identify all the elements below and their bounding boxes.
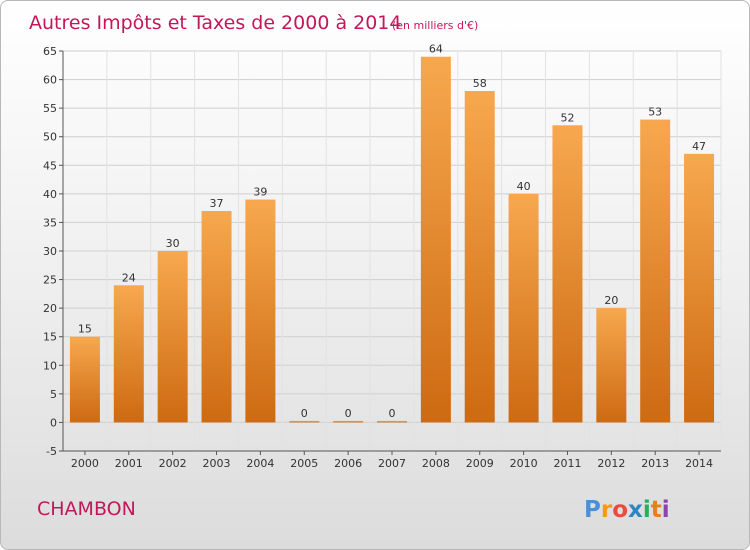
bar-2012	[596, 308, 627, 423]
data-label-2010: 40	[517, 180, 531, 193]
logo-letter: o	[612, 497, 628, 523]
y-tick-label: 25	[43, 274, 57, 287]
x-tick-label-2001: 2001	[115, 457, 143, 470]
bar-2006	[333, 420, 364, 423]
x-tick-label-2007: 2007	[378, 457, 406, 470]
x-tick-label-2010: 2010	[510, 457, 538, 470]
y-tick-label: 10	[43, 359, 57, 372]
bar-2003	[201, 211, 232, 423]
data-label-2004: 39	[253, 186, 267, 199]
y-tick-label: 55	[43, 102, 57, 115]
x-tick-label-2005: 2005	[290, 457, 318, 470]
x-tick-label-2009: 2009	[466, 457, 494, 470]
data-label-2003: 37	[210, 197, 224, 210]
y-tick-label: 30	[43, 245, 57, 258]
bar-2007	[377, 420, 407, 423]
commune-name: CHAMBON	[37, 498, 136, 520]
y-tick-label: 40	[43, 188, 57, 201]
data-label-2005: 0	[301, 407, 308, 420]
y-tick-label: 50	[43, 131, 57, 144]
chart-unit: (en milliers d'€)	[392, 19, 478, 32]
y-tick-label: 60	[43, 74, 57, 87]
data-label-2006: 0	[345, 407, 352, 420]
data-label-2009: 58	[473, 77, 487, 90]
data-label-2011: 52	[560, 111, 574, 124]
bar-2010	[508, 193, 539, 423]
y-tick-label: 15	[43, 331, 57, 344]
logo-letter: i	[662, 497, 670, 523]
y-tick-label: 20	[43, 302, 57, 315]
x-tick-label-2004: 2004	[246, 457, 274, 470]
x-tick-label-2013: 2013	[641, 457, 669, 470]
data-label-2013: 53	[648, 106, 662, 119]
bar-2013	[640, 119, 671, 423]
x-tick-label-2006: 2006	[334, 457, 362, 470]
bars: 15 24 30 37 39 0 0 0 64 58 40 52 20 53 47	[69, 43, 715, 423]
x-tick-label-2014: 2014	[685, 457, 713, 470]
logo-letter: P	[584, 497, 601, 523]
y-tick-label: 45	[43, 159, 57, 172]
x-tick-label-2000: 2000	[71, 457, 99, 470]
x-tick-label-2008: 2008	[422, 457, 450, 470]
data-label-2000: 15	[78, 323, 92, 336]
y-tick-label: 35	[43, 216, 57, 229]
x-tick-label-2003: 2003	[203, 457, 231, 470]
logo-letter: r	[601, 497, 613, 523]
bar-2014	[684, 153, 715, 423]
proxiti-logo: Proxiti	[584, 497, 670, 523]
logo-letter: x	[628, 497, 643, 523]
bar-2009	[464, 91, 495, 423]
y-tick-label: 5	[50, 388, 57, 401]
bar-2002	[157, 251, 188, 423]
data-label-2002: 30	[166, 237, 180, 250]
bar-2000	[69, 336, 100, 423]
data-label-2001: 24	[122, 271, 136, 284]
y-tick-label: -5	[46, 445, 57, 458]
y-tick-label: 0	[50, 416, 57, 429]
data-label-2007: 0	[389, 407, 396, 420]
chart-title: Autres Impôts et Taxes de 2000 à 2014	[29, 12, 402, 34]
data-label-2014: 47	[692, 140, 706, 153]
data-label-2012: 20	[604, 294, 618, 307]
x-tick-label-2012: 2012	[597, 457, 625, 470]
bar-2001	[113, 285, 144, 423]
bar-2004	[245, 199, 276, 423]
bar-2011	[552, 125, 583, 423]
x-tick-label-2002: 2002	[159, 457, 187, 470]
bar-2008	[420, 56, 451, 423]
y-tick-label: 65	[43, 45, 57, 58]
logo-letter: t	[651, 497, 662, 523]
logo-letter: i	[643, 497, 651, 523]
bar-2005	[289, 420, 320, 423]
x-tick-label-2011: 2011	[553, 457, 581, 470]
data-label-2008: 64	[429, 43, 443, 56]
